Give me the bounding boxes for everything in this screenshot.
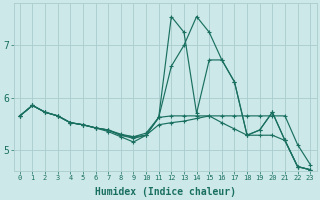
X-axis label: Humidex (Indice chaleur): Humidex (Indice chaleur): [94, 186, 236, 197]
